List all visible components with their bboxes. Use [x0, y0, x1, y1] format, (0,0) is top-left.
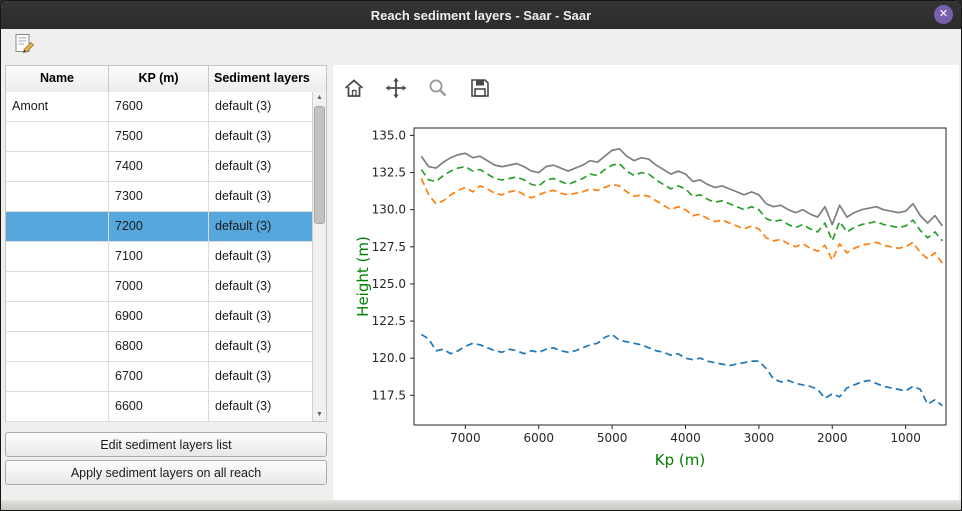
- sediment-table: Name KP (m) Sediment layers Amont 7600 def…: [5, 65, 327, 422]
- cell-sediment-layers[interactable]: default (3): [209, 122, 312, 152]
- cell-name[interactable]: [6, 362, 109, 392]
- series-gray-solid: [420, 147, 944, 227]
- x-axis-label: Kp (m): [655, 451, 705, 469]
- scrollbar-up-icon[interactable]: ▲: [316, 94, 323, 101]
- svg-text:4000: 4000: [670, 431, 701, 445]
- svg-text:5000: 5000: [597, 431, 628, 445]
- cell-sediment-layers[interactable]: default (3): [209, 242, 312, 272]
- window-title: Reach sediment layers - Saar - Saar: [370, 7, 592, 23]
- cell-sediment-layers[interactable]: default (3): [209, 272, 312, 302]
- apply-sediment-layers-button[interactable]: Apply sediment layers on all reach: [5, 460, 327, 485]
- zoom-icon[interactable]: [425, 75, 451, 101]
- series-orange-dashed: [420, 178, 944, 264]
- cell-name[interactable]: [6, 392, 109, 422]
- cell-sediment-layers[interactable]: default (3): [209, 332, 312, 362]
- svg-text:127.5: 127.5: [372, 240, 406, 254]
- svg-text:6000: 6000: [523, 431, 554, 445]
- cell-sediment-layers[interactable]: default (3): [209, 302, 312, 332]
- cell-name[interactable]: [6, 272, 109, 302]
- table-row[interactable]: 6800 default (3): [6, 332, 312, 362]
- chart-canvas[interactable]: 7000 6000 5000 4000 3000 2000 1000 117.5 120.0 12…: [333, 107, 959, 506]
- table-row[interactable]: 7500 default (3): [6, 122, 312, 152]
- cell-kp[interactable]: 6700: [109, 362, 209, 392]
- svg-text:7000: 7000: [450, 431, 481, 445]
- cell-sediment-layers[interactable]: default (3): [209, 182, 312, 212]
- svg-text:120.0: 120.0: [372, 351, 406, 365]
- table-row[interactable]: 6900 default (3): [6, 302, 312, 332]
- cell-sediment-layers[interactable]: default (3): [209, 152, 312, 182]
- table-row[interactable]: Amont 7600 default (3): [6, 92, 312, 122]
- table-row[interactable]: 7100 default (3): [6, 242, 312, 272]
- cell-kp[interactable]: 6800: [109, 332, 209, 362]
- title-bar[interactable]: Reach sediment layers - Saar - Saar ✕: [1, 1, 961, 29]
- svg-text:122.5: 122.5: [372, 314, 406, 328]
- close-button[interactable]: ✕: [934, 5, 953, 24]
- pan-icon[interactable]: [383, 75, 409, 101]
- cell-kp[interactable]: 7200: [109, 212, 209, 242]
- chart[interactable]: 7000 6000 5000 4000 3000 2000 1000 117.5 120.0 12…: [333, 107, 959, 506]
- series-blue-dashed: [420, 333, 943, 407]
- cell-name[interactable]: [6, 242, 109, 272]
- cell-kp[interactable]: 7000: [109, 272, 209, 302]
- table-header-row: Name KP (m) Sediment layers: [6, 66, 326, 93]
- header-sediment-layers[interactable]: Sediment layers: [214, 71, 310, 85]
- table-row[interactable]: 6600 default (3): [6, 392, 312, 422]
- header-name[interactable]: Name: [6, 66, 109, 92]
- cell-name[interactable]: [6, 332, 109, 362]
- cell-kp[interactable]: 6900: [109, 302, 209, 332]
- cell-name[interactable]: [6, 212, 109, 242]
- scrollbar-thumb[interactable]: [314, 106, 325, 224]
- edit-list-icon[interactable]: [13, 32, 37, 56]
- cell-sediment-layers[interactable]: default (3): [209, 392, 312, 422]
- svg-text:2000: 2000: [817, 431, 848, 445]
- svg-text:125.0: 125.0: [372, 277, 406, 291]
- cell-kp[interactable]: 7500: [109, 122, 209, 152]
- plot-toolbar: [341, 71, 493, 105]
- window-bottom-edge: [1, 500, 961, 510]
- svg-text:117.5: 117.5: [372, 388, 406, 402]
- cell-kp[interactable]: 7300: [109, 182, 209, 212]
- table-row[interactable]: 7200 default (3): [6, 212, 312, 242]
- cell-kp[interactable]: 6600: [109, 392, 209, 422]
- cell-sediment-layers[interactable]: default (3): [209, 92, 312, 122]
- home-icon[interactable]: [341, 75, 367, 101]
- cell-sediment-layers[interactable]: default (3): [209, 212, 312, 242]
- cell-kp[interactable]: 7100: [109, 242, 209, 272]
- table-row[interactable]: 7000 default (3): [6, 272, 312, 302]
- cell-name[interactable]: [6, 122, 109, 152]
- scrollbar-down-icon[interactable]: ▼: [316, 411, 323, 418]
- svg-text:3000: 3000: [744, 431, 775, 445]
- table-body: Amont 7600 default (3) 7500 default (3) 7400 d…: [6, 92, 312, 422]
- cell-name[interactable]: [6, 182, 109, 212]
- series-green-dashed: [420, 162, 943, 242]
- table-row[interactable]: 7400 default (3): [6, 152, 312, 182]
- y-axis-label: Height (m): [354, 236, 372, 317]
- cell-name[interactable]: [6, 152, 109, 182]
- header-kp[interactable]: KP (m): [109, 66, 209, 92]
- table-scrollbar[interactable]: ▲ ▼: [312, 92, 326, 421]
- save-icon[interactable]: [467, 75, 493, 101]
- plot-panel: 7000 6000 5000 4000 3000 2000 1000 117.5 120.0 12…: [333, 65, 959, 506]
- table-row[interactable]: 7300 default (3): [6, 182, 312, 212]
- cell-name[interactable]: Amont: [6, 92, 109, 122]
- cell-name[interactable]: [6, 302, 109, 332]
- cell-sediment-layers[interactable]: default (3): [209, 362, 312, 392]
- svg-text:135.0: 135.0: [372, 128, 406, 142]
- main-toolbar: [1, 29, 961, 59]
- edit-sediment-layers-button[interactable]: Edit sediment layers list: [5, 432, 327, 457]
- svg-text:130.0: 130.0: [372, 203, 406, 217]
- svg-text:1000: 1000: [890, 431, 921, 445]
- cell-kp[interactable]: 7400: [109, 152, 209, 182]
- table-row[interactable]: 6700 default (3): [6, 362, 312, 392]
- svg-text:132.5: 132.5: [372, 166, 406, 180]
- cell-kp[interactable]: 7600: [109, 92, 209, 122]
